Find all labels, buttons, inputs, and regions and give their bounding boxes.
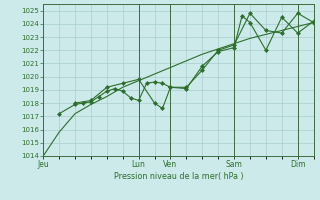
X-axis label: Pression niveau de la mer( hPa ): Pression niveau de la mer( hPa ) [114, 172, 243, 181]
